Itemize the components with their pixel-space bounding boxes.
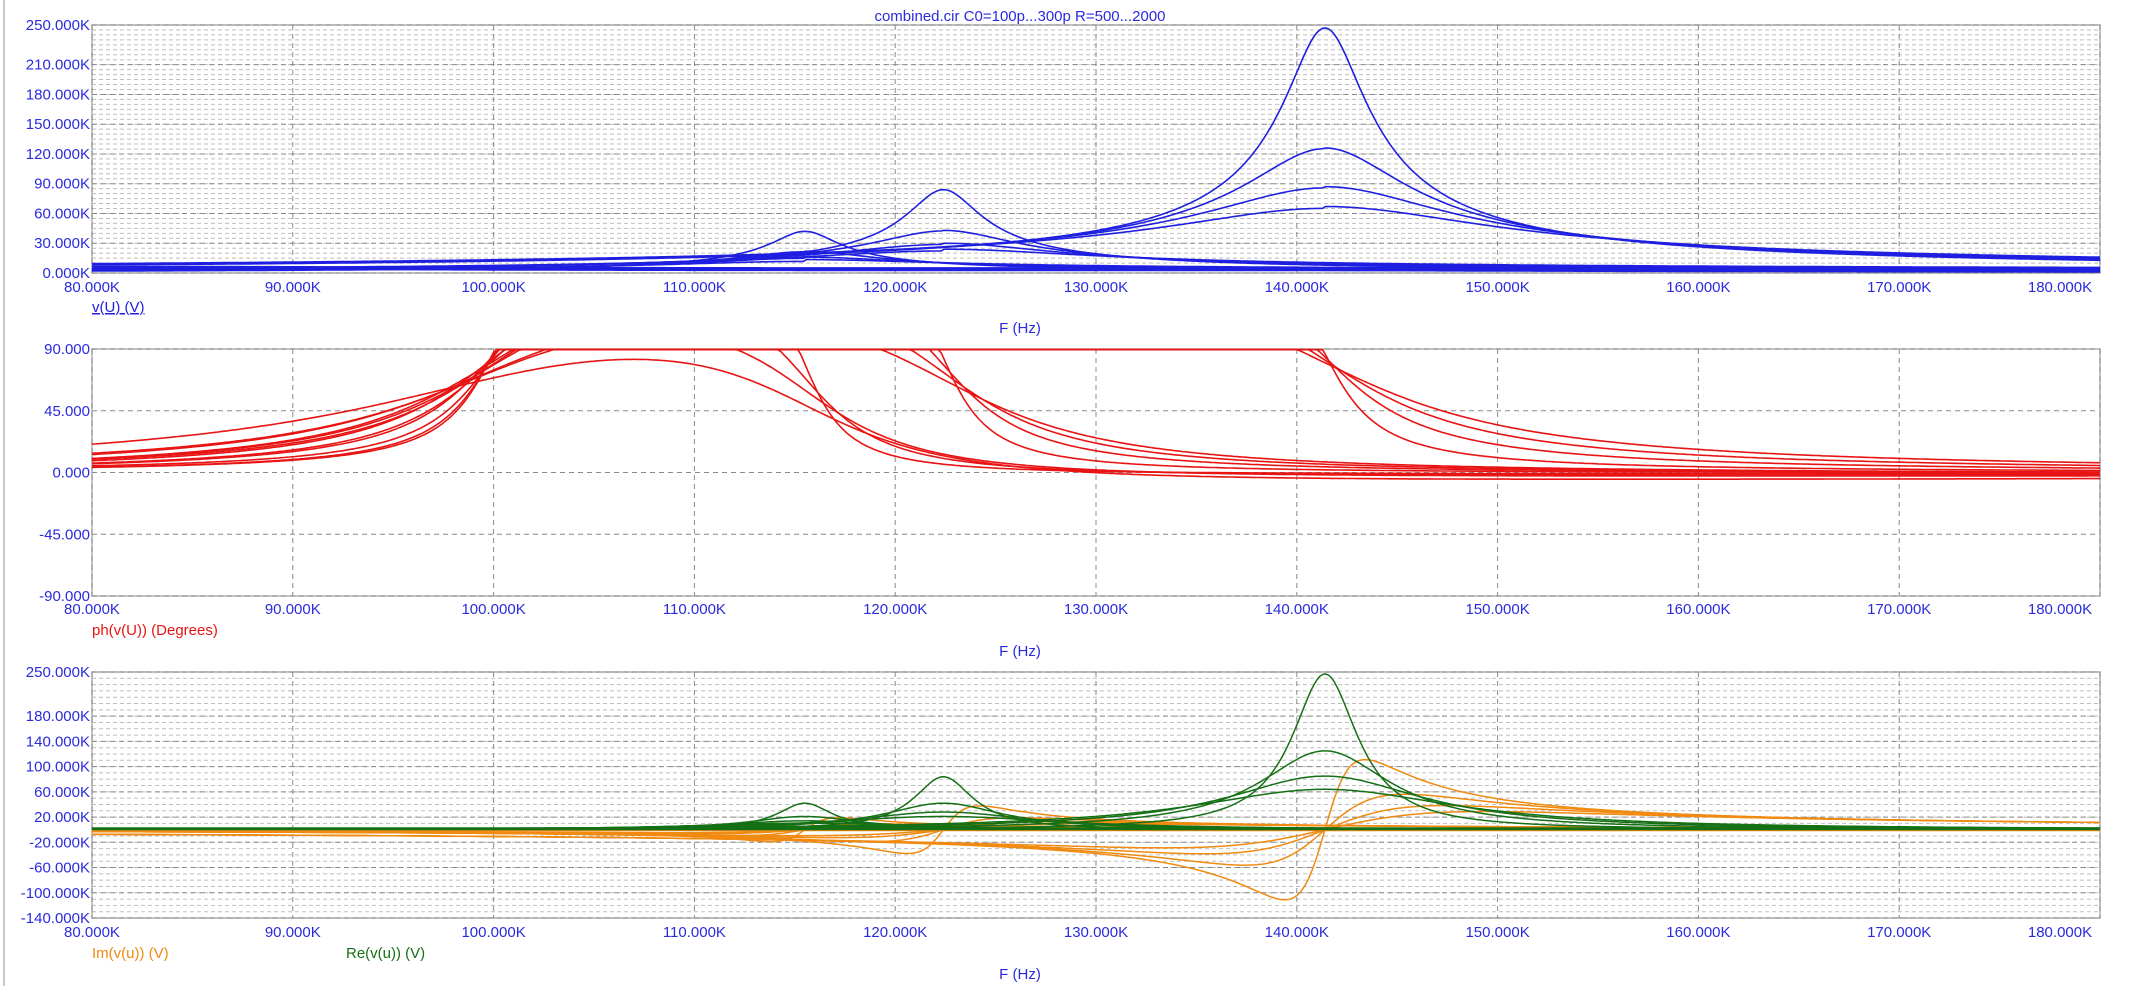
x-tick-label: 150.000K: [1465, 279, 1529, 296]
phase-series-line: [91, 358, 2100, 481]
magnitude-series-line: [92, 205, 2100, 265]
x-tick-label: 150.000K: [1465, 924, 1529, 941]
x-tick-label: 90.000K: [265, 279, 321, 296]
x-tick-label: 100.000K: [461, 924, 525, 941]
y-tick-label: 60.000K: [34, 784, 90, 801]
x-tick-label: 110.000K: [663, 601, 726, 618]
x-tick-label: 140.000K: [1265, 924, 1329, 941]
y-tick-label: -60.000K: [29, 860, 90, 877]
y-tick-label: 180.000K: [26, 708, 90, 725]
magnitude-panel: 0.000K 30.000K 60.000K 90.000K 120.000K 150.0…: [26, 17, 2101, 337]
y-tick-label: 250.000K: [26, 17, 90, 34]
y-tick-label: 120.000K: [26, 146, 90, 163]
y-tick-label: -90.000: [39, 588, 90, 605]
x-tick-label: 180.000K: [2028, 601, 2092, 618]
y-tick-label: -45.000: [39, 526, 90, 543]
x-tick-label: 170.000K: [1867, 924, 1931, 941]
y-tick-label: -140.000K: [21, 910, 90, 927]
x-tick-label: 130.000K: [1064, 279, 1128, 296]
x-tick-label: 80.000K: [64, 924, 120, 941]
legend-real: Re(v(u)) (V): [346, 945, 425, 962]
x-tick-label: 110.000K: [663, 924, 726, 941]
x-tick-label: 160.000K: [1666, 279, 1730, 296]
x-tick-label: 100.000K: [461, 601, 525, 618]
y-tick-label: 45.000: [44, 403, 90, 420]
phase-series-line: [91, 348, 2100, 477]
y-tick-label: 0.000K: [42, 265, 90, 282]
y-tick-label: 210.000K: [26, 57, 90, 74]
x-tick-label: 180.000K: [2028, 924, 2092, 941]
y-tick-label: 20.000K: [34, 809, 90, 826]
x-tick-label: 110.000K: [663, 279, 726, 296]
legend-imaginary: Im(v(u)) (V): [92, 945, 169, 962]
y-tick-label: 180.000K: [26, 86, 90, 103]
x-tick-label: 120.000K: [863, 601, 927, 618]
y-tick-label: 60.000K: [34, 205, 90, 222]
y-tick-label: 30.000K: [34, 235, 90, 252]
y-tick-label: -20.000K: [29, 834, 90, 851]
y-tick-label: 150.000K: [26, 116, 90, 133]
x-tick-label: 120.000K: [863, 279, 927, 296]
x-tick-label: 140.000K: [1265, 601, 1329, 618]
x-tick-label: 90.000K: [265, 601, 321, 618]
x-tick-label: 100.000K: [461, 279, 525, 296]
y-tick-label: 140.000K: [26, 733, 90, 750]
x-tick-label: 140.000K: [1265, 279, 1329, 296]
x-axis-label: F (Hz): [999, 966, 1041, 983]
x-tick-label: 180.000K: [2028, 279, 2092, 296]
x-tick-label: 130.000K: [1064, 924, 1128, 941]
y-tick-label: 100.000K: [26, 759, 90, 776]
imaginary-series-line: [91, 810, 2101, 849]
x-tick-label: 170.000K: [1867, 279, 1931, 296]
x-tick-label: 160.000K: [1666, 601, 1730, 618]
x-tick-label: 160.000K: [1666, 924, 1730, 941]
phase-series-line: [91, 348, 2100, 464]
magnitude-series-line: [92, 267, 2100, 271]
chart-title: combined.cir C0=100p...300p R=500...2000: [874, 8, 1165, 25]
complex-panel: -140.000K -100.000K -60.000K -20.000K 20.000…: [21, 664, 2101, 983]
x-axis-label: F (Hz): [999, 643, 1041, 660]
x-tick-label: 130.000K: [1064, 601, 1128, 618]
x-tick-label: 80.000K: [64, 601, 120, 618]
x-tick-label: 80.000K: [64, 279, 120, 296]
magnitude-series-line: [92, 266, 2100, 270]
y-tick-label: 0.000: [52, 465, 90, 482]
x-tick-label: 170.000K: [1867, 601, 1931, 618]
x-tick-label: 120.000K: [863, 924, 927, 941]
x-tick-label: 150.000K: [1465, 601, 1529, 618]
y-tick-label: 90.000K: [34, 176, 90, 193]
x-tick-label: 90.000K: [265, 924, 321, 941]
y-axis-label: v(U) (V): [92, 299, 145, 316]
y-tick-label: 90.000: [44, 341, 90, 358]
magnitude-series-line: [92, 248, 2100, 270]
y-tick-label: -100.000K: [21, 885, 90, 902]
magnitude-series-line: [92, 268, 2100, 272]
y-axis-label: ph(v(U)) (Degrees): [92, 622, 218, 639]
y-tick-label: 250.000K: [26, 664, 90, 681]
phase-panel: -90.000 -45.000 0.000 45.000 90.000 80.000K 90…: [39, 341, 2101, 660]
x-axis-label: F (Hz): [999, 320, 1041, 337]
magnitude-series-line: [92, 265, 2100, 269]
